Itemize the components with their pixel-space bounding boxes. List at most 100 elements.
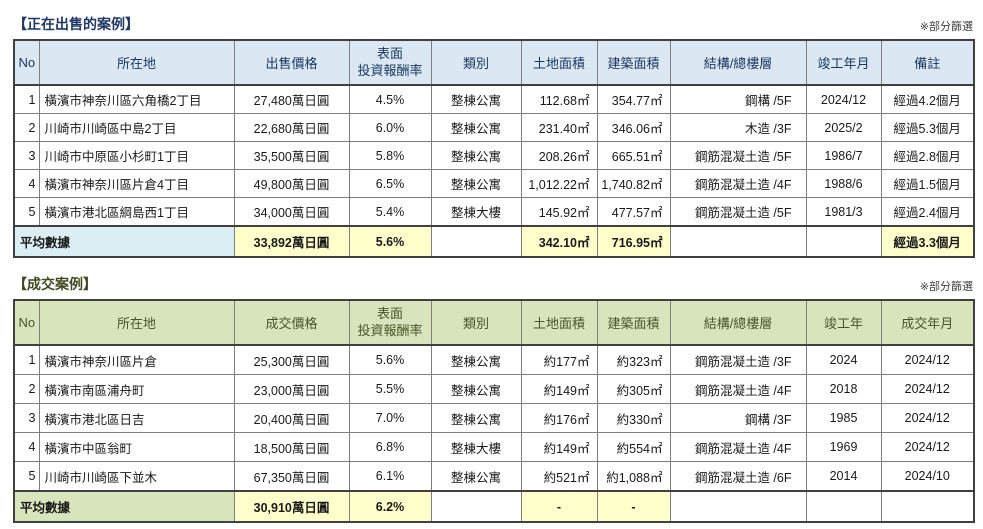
yield-header-line2: 投資報酬率 [357,322,423,338]
table-row: 5 橫濱市港北區綱島西1丁目 34,000萬日圓 5.4% 整棟大樓 145.9… [13,197,975,227]
average-note: 經過3.3個月 [880,225,975,258]
cell-building-area: 346.06㎡ [596,113,671,142]
cell-completion: 1988/6 [805,169,882,198]
col-header-location: 所在地 [38,39,235,86]
average-structure [669,490,807,523]
sold-header-row: No 所在地 成交價格 表面 投資報酬率 類別 土地面積 建築面積 結構/總樓層… [13,299,975,346]
average-price: 33,892萬日圓 [233,225,350,258]
cell-location: 橫濱市港北區綱島西1丁目 [38,197,235,227]
col-header-location: 所在地 [38,299,235,346]
cell-completion: 2018 [805,374,882,404]
yield-header-line1: 表面 [376,306,403,322]
cell-location: 川崎市川崎區中島2丁目 [38,113,235,142]
table-row: 1 橫濱市神奈川區六角橋2丁目 27,480萬日圓 4.5% 整棟公寓 112.… [13,84,975,114]
table-row: 4 橫濱市中區翁町 18,500萬日圓 6.8% 整棟大樓 約149㎡ 約554… [13,432,975,462]
cell-structure: 鋼筋混凝土造 /4F [669,432,807,462]
col-header-yield: 表面 投資報酬率 [348,39,432,86]
cell-location: 橫濱市港北區日吉 [38,403,235,433]
cell-category: 整棟公寓 [430,113,522,142]
average-price: 30,910萬日圓 [233,490,350,523]
cell-no: 4 [13,169,40,198]
col-header-price: 出售價格 [233,39,350,86]
table-row: 3 川崎市中原區小杉町1丁目 35,500萬日圓 5.8% 整棟公寓 208.2… [13,141,975,170]
average-label: 平均數據 [13,225,235,258]
cell-price: 22,680萬日圓 [233,113,350,142]
sale-title-row: 【正在出售的案例】 ※部分篩選 [13,12,973,34]
cell-structure: 鋼構 /3F [669,403,807,433]
col-header-structure: 結構/總樓層 [669,299,807,346]
cell-land-area: 約149㎡ [520,374,598,404]
table-row: 4 橫濱市神奈川區片倉4丁目 49,800萬日圓 6.5% 整棟公寓 1,012… [13,169,975,198]
cell-category: 整棟公寓 [430,374,522,404]
average-building-area: 716.95㎡ [596,225,671,258]
cell-price: 34,000萬日圓 [233,197,350,227]
cell-completion: 1969 [805,432,882,462]
cell-completion: 1986/7 [805,141,882,170]
table-row: 5 川崎市川崎區下並木 67,350萬日圓 6.1% 整棟公寓 約521㎡ 約1… [13,461,975,492]
cell-completion: 2025/2 [805,113,882,142]
average-row: 平均數據 30,910萬日圓 6.2% - - [13,490,975,523]
cell-note: 經過2.4個月 [880,197,975,227]
col-header-structure: 結構/總樓層 [669,39,807,86]
cell-structure: 鋼構 /5F [669,84,807,114]
yield-header-line2: 投資報酬率 [357,62,423,78]
cell-building-area: 約1,088㎡ [596,461,671,492]
cell-land-area: 約521㎡ [520,461,598,492]
average-building-area: - [596,490,671,523]
cell-structure: 鋼筋混凝土造 /5F [669,141,807,170]
cell-building-area: 477.57㎡ [596,197,671,227]
cell-completion: 1981/3 [805,197,882,227]
col-header-building-area: 建築面積 [596,299,671,346]
cell-yield: 5.5% [348,374,432,404]
sale-filter-note: ※部分篩選 [919,21,973,33]
sold-section: 【成交案例】 ※部分篩選 No 所在地 成交價格 表面 投資報酬率 類別 土地面 [13,272,975,523]
cell-structure: 鋼筋混凝土造 /4F [669,374,807,404]
average-completion [805,490,882,523]
col-header-completion: 竣工年月 [805,39,882,86]
sold-title-row: 【成交案例】 ※部分篩選 [13,272,973,294]
cell-no: 4 [13,432,40,462]
average-land-area: 342.10㎡ [520,225,598,258]
cell-category: 整棟公寓 [430,141,522,170]
cell-structure: 鋼筋混凝土造 /4F [669,169,807,198]
cell-building-area: 約323㎡ [596,344,671,375]
cell-category: 整棟公寓 [430,84,522,114]
cell-building-area: 1,740.82㎡ [596,169,671,198]
cell-structure: 鋼筋混凝土造 /3F [669,344,807,375]
col-header-no: No [13,299,40,346]
col-header-category: 類別 [430,299,522,346]
cell-no: 5 [13,197,40,227]
cell-building-area: 354.77㎡ [596,84,671,114]
col-header-completion: 竣工年 [805,299,882,346]
col-header-category: 類別 [430,39,522,86]
table-row: 2 橫濱市南區浦舟町 23,000萬日圓 5.5% 整棟公寓 約149㎡ 約30… [13,374,975,404]
cell-yield: 6.0% [348,113,432,142]
cell-building-area: 約554㎡ [596,432,671,462]
cell-land-area: 1,012.22㎡ [520,169,598,198]
cell-category: 整棟公寓 [430,344,522,375]
cell-price: 23,000萬日圓 [233,374,350,404]
col-header-price: 成交價格 [233,299,350,346]
average-land-area: - [520,490,598,523]
cell-building-area: 約330㎡ [596,403,671,433]
cell-completion: 2014 [805,461,882,492]
cell-location: 橫濱市神奈川區片倉4丁目 [38,169,235,198]
cell-price: 67,350萬日圓 [233,461,350,492]
cell-yield: 5.8% [348,141,432,170]
col-header-building-area: 建築面積 [596,39,671,86]
cell-no: 2 [13,374,40,404]
cell-price: 27,480萬日圓 [233,84,350,114]
cell-land-area: 112.68㎡ [520,84,598,114]
average-structure [669,225,807,258]
sold-filter-note: ※部分篩選 [919,281,973,293]
cell-note: 經過5.3個月 [880,113,975,142]
col-header-deal-date: 成交年月 [880,299,975,346]
col-header-note: 備註 [880,39,975,86]
cell-location: 橫濱市神奈川區片倉 [38,344,235,375]
sale-table: No 所在地 出售價格 表面 投資報酬率 類別 土地面積 建築面積 結構/總樓層… [13,39,975,258]
cell-no: 1 [13,84,40,114]
cell-structure: 鋼筋混凝土造 /5F [669,197,807,227]
cell-no: 3 [13,141,40,170]
cell-yield: 6.1% [348,461,432,492]
